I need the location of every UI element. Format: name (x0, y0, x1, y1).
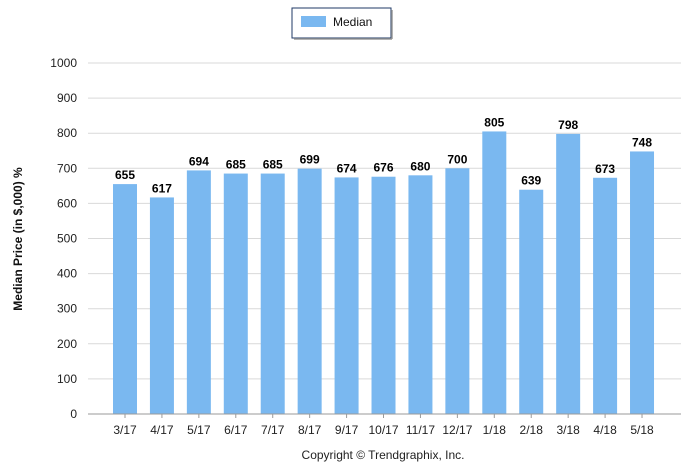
bar-10/17 (371, 176, 396, 414)
bar-6/17 (223, 173, 248, 414)
bar-1/18 (482, 131, 507, 414)
data-labels: 655 617 694 685 685 699 674 676 680 700 805 639 798 6… (115, 115, 652, 195)
bar-11/17 (408, 175, 433, 414)
data-label: 674 (337, 161, 357, 175)
data-label: 685 (226, 158, 246, 172)
data-label: 699 (300, 153, 320, 167)
x-tick-label: 5/18 (630, 423, 654, 437)
bar-7/17 (260, 173, 285, 414)
y-tick-label: 400 (57, 267, 77, 281)
bar-4/17 (149, 197, 174, 414)
x-tick-label: 3/17 (113, 423, 137, 437)
x-tick-labels: 3/17 4/17 5/17 6/17 7/17 8/17 9/17 10/17 11/17 12… (113, 414, 654, 437)
data-label: 655 (115, 168, 135, 182)
legend: Median (291, 7, 393, 40)
bar-9/17 (334, 177, 359, 414)
x-tick-label: 5/17 (187, 423, 211, 437)
y-tick-label: 900 (57, 91, 77, 105)
data-label: 676 (373, 161, 393, 175)
legend-label: Median (333, 15, 372, 29)
x-tick-label: 8/17 (298, 423, 322, 437)
data-label: 680 (410, 159, 430, 173)
y-tick-label: 800 (57, 126, 77, 140)
y-tick-label: 300 (57, 302, 77, 316)
bar-12/17 (445, 168, 470, 414)
bar-2/18 (519, 189, 544, 414)
x-tick-label: 3/18 (556, 423, 580, 437)
data-label: 805 (484, 115, 504, 129)
x-tick-label: 6/17 (224, 423, 248, 437)
x-tick-label: 4/17 (150, 423, 174, 437)
y-tick-label: 100 (57, 372, 77, 386)
x-tick-label: 10/17 (368, 423, 398, 437)
x-tick-label: 7/17 (261, 423, 285, 437)
data-label: 639 (521, 174, 541, 188)
data-label: 798 (558, 118, 578, 132)
bar-3/17 (113, 184, 137, 414)
data-label: 748 (632, 135, 652, 149)
bar-3/18 (556, 133, 581, 415)
x-tick-label: 4/18 (593, 423, 617, 437)
bar-4/18 (593, 177, 618, 414)
data-label: 617 (152, 181, 172, 195)
data-label: 694 (189, 154, 209, 168)
y-tick-labels: 0 100 200 300 400 500 600 700 800 900 1000 (50, 56, 77, 421)
bar-8/17 (297, 168, 322, 414)
data-label: 685 (263, 158, 283, 172)
y-tick-label: 0 (70, 407, 77, 421)
x-tick-label: 2/18 (520, 423, 544, 437)
bars (113, 131, 655, 415)
y-tick-label: 600 (57, 196, 77, 210)
data-label: 673 (595, 162, 615, 176)
legend-swatch (301, 16, 326, 27)
copyright-text: Copyright © Trendgraphix, Inc. (302, 448, 465, 462)
bar-5/18 (630, 151, 655, 414)
x-tick-label: 11/17 (406, 423, 435, 437)
y-tick-label: 200 (57, 337, 77, 351)
x-tick-label: 1/18 (483, 423, 507, 437)
x-tick-label: 9/17 (335, 423, 359, 437)
bar-5/17 (186, 170, 211, 414)
data-label: 700 (447, 152, 467, 166)
x-tick-label: 12/17 (442, 423, 472, 437)
y-axis-title: Median Price (in $,000) % (11, 167, 25, 311)
y-tick-label: 500 (57, 232, 77, 246)
y-tick-label: 700 (57, 161, 77, 175)
y-tick-label: 1000 (50, 56, 77, 70)
